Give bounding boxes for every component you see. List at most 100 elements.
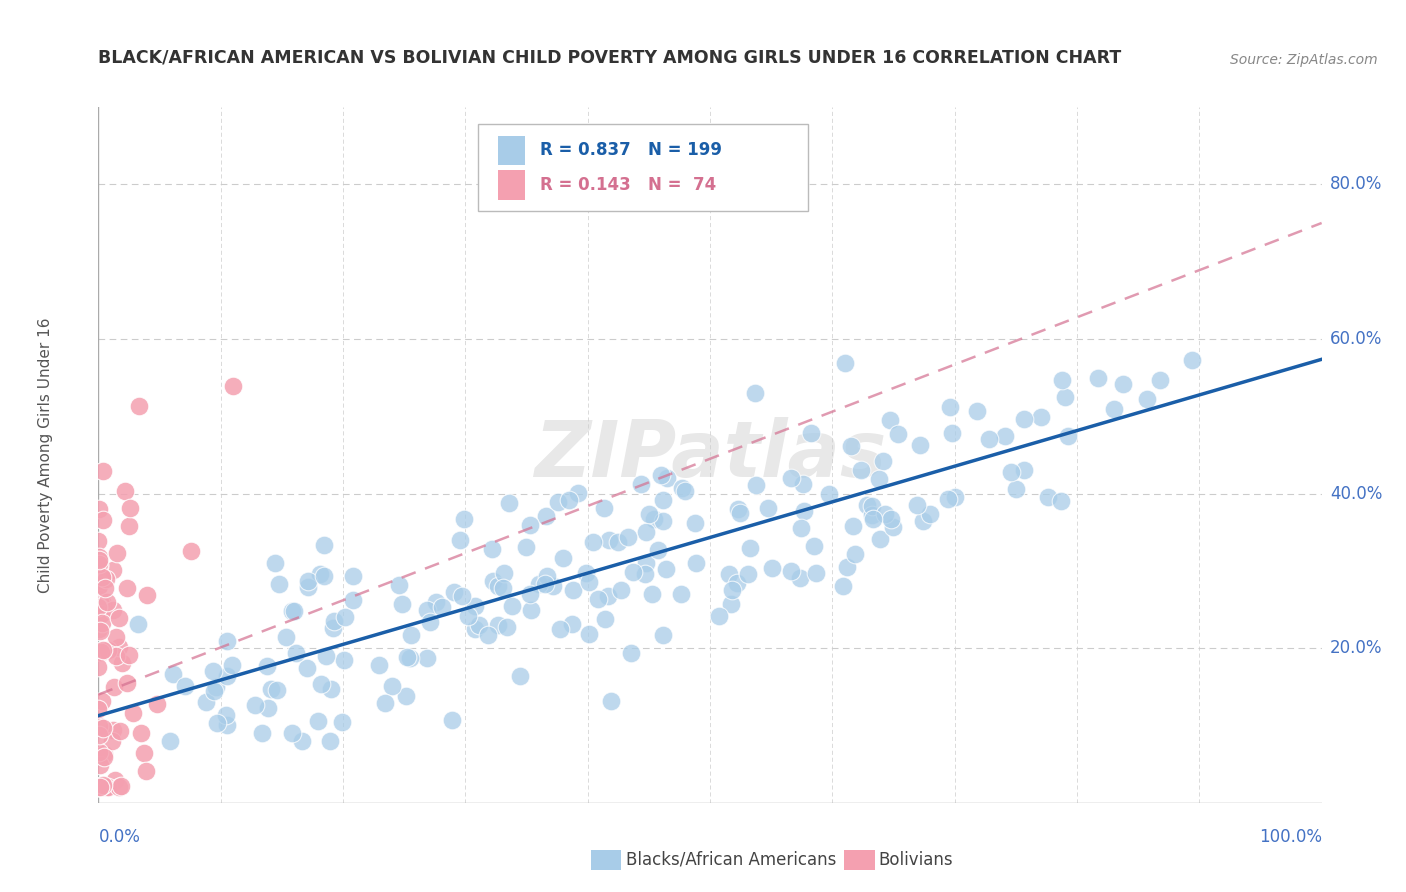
Point [600,694,623,708]
Point [342,568,364,582]
Point [725,575,748,590]
Point [496,620,519,634]
Point [291,734,314,748]
Point [607,534,630,549]
Point [869,532,891,546]
Point [872,454,894,468]
Point [309,676,332,690]
Point [650,467,672,482]
Point [94,582,117,596]
Point [638,507,661,521]
FancyBboxPatch shape [478,124,808,211]
Point [761,561,783,575]
Point [1057,429,1080,443]
Point [425,595,447,609]
Point [655,562,678,576]
Point [145,697,167,711]
Point [295,661,318,675]
Point [90,616,112,631]
Point [419,615,441,629]
Point [395,689,418,703]
Point [319,681,342,696]
Point [307,714,329,728]
Text: BLACK/AFRICAN AMERICAN VS BOLIVIAN CHILD POVERTY AMONG GIRLS UNDER 16 CORRELATIO: BLACK/AFRICAN AMERICAN VS BOLIVIAN CHILD… [98,49,1122,67]
Point [1005,482,1028,496]
Point [1012,463,1035,477]
Point [1136,392,1159,406]
Point [464,599,486,613]
Point [780,564,803,578]
Point [381,679,404,693]
Point [280,726,302,740]
Point [498,496,520,510]
Point [87,591,110,606]
Point [87,660,110,674]
Text: 0.0%: 0.0% [98,828,141,846]
Point [104,649,127,664]
Point [918,508,941,522]
Point [449,533,471,548]
Point [108,723,131,738]
Point [536,568,558,582]
Point [416,603,439,617]
Point [396,650,419,665]
Point [1112,377,1135,392]
Point [93,750,115,764]
Point [520,603,543,617]
Point [398,651,420,665]
Point [243,698,266,713]
Point [882,520,904,534]
Point [118,648,141,662]
Point [685,556,707,570]
Point [103,603,125,617]
Point [818,486,841,500]
Point [966,403,988,417]
Point [120,501,142,516]
Point [401,628,423,642]
Point [297,580,319,594]
Point [880,511,903,525]
Point [792,476,814,491]
Point [264,556,287,570]
Point [283,604,305,618]
Point [630,477,652,491]
Point [578,574,600,589]
Point [977,432,1000,446]
Point [342,592,364,607]
Point [105,631,128,645]
Point [671,481,693,495]
Point [309,567,332,582]
Point [581,535,603,549]
Point [596,589,619,603]
Point [115,676,138,690]
Point [912,514,935,528]
Point [260,681,283,696]
Point [879,412,901,426]
Point [1000,465,1022,479]
Point [91,780,114,795]
Point [136,588,159,602]
Point [129,726,152,740]
Text: Child Poverty Among Girls Under 16: Child Poverty Among Girls Under 16 [38,318,53,592]
Point [492,581,515,595]
Point [1038,490,1060,504]
Point [93,747,115,761]
Point [87,558,110,573]
Point [875,507,897,521]
Point [862,512,884,526]
Point [464,622,486,636]
Point [89,553,111,567]
Point [839,439,862,453]
Point [322,621,344,635]
Point [593,612,616,626]
Point [91,721,114,735]
Point [856,498,879,512]
Point [1149,373,1171,387]
Point [332,652,354,666]
Point [194,695,217,709]
Point [205,716,228,731]
Point [91,694,114,708]
Point [641,587,664,601]
Text: 100.0%: 100.0% [1258,828,1322,846]
Point [519,517,541,532]
